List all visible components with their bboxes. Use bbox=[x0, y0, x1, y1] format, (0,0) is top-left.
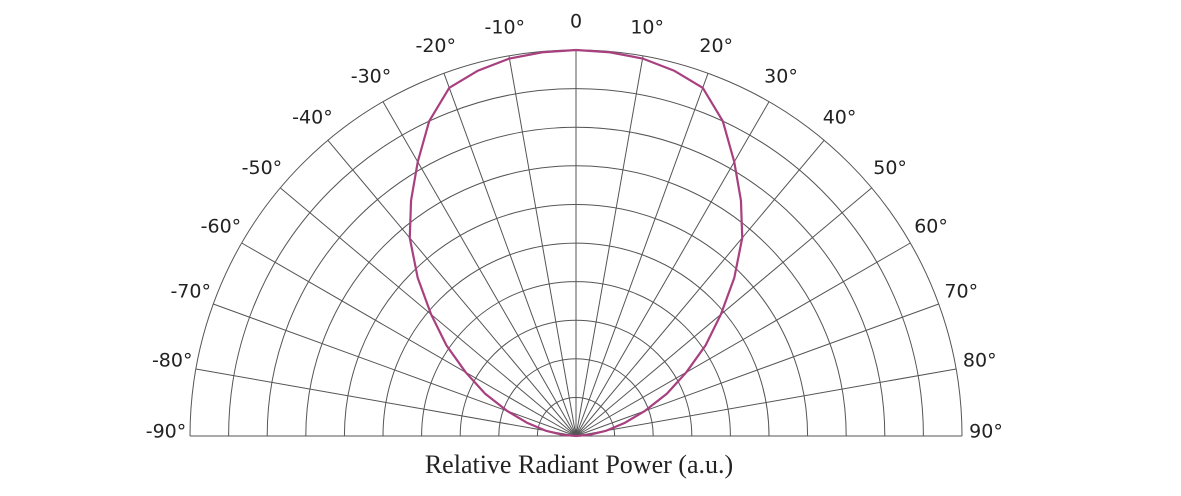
grid-spoke bbox=[575, 139, 825, 437]
angle-tick-label: -70° bbox=[170, 280, 211, 302]
angle-tick-label: -10° bbox=[485, 17, 526, 39]
angle-tick-label: 40° bbox=[823, 106, 857, 128]
angle-tick-label: -90° bbox=[146, 421, 187, 443]
grid-spoke bbox=[382, 101, 577, 437]
grid-spoke bbox=[575, 368, 957, 437]
angle-tick-label: 80° bbox=[963, 349, 997, 371]
grid-spoke bbox=[327, 139, 577, 437]
angle-tick-label: -80° bbox=[152, 349, 193, 371]
angle-tick-label: 10° bbox=[630, 17, 664, 39]
angle-tick-label: 30° bbox=[764, 65, 798, 87]
axis-title: Relative Radiant Power (a.u.) bbox=[425, 450, 733, 479]
grid-spoke bbox=[575, 187, 873, 437]
pattern-line bbox=[408, 48, 744, 438]
grid-spoke bbox=[575, 303, 939, 437]
grid-spoke bbox=[575, 73, 709, 437]
grid-spoke bbox=[195, 368, 577, 437]
grid-spoke bbox=[443, 73, 577, 437]
angle-tick-label: -20° bbox=[415, 35, 456, 57]
grid-spoke bbox=[575, 242, 911, 437]
angle-tick-label: 50° bbox=[873, 157, 907, 179]
angle-tick-label: 90° bbox=[969, 421, 1003, 443]
grid-spoke bbox=[279, 187, 577, 437]
angle-tick-label: -60° bbox=[201, 216, 242, 238]
grid-spoke bbox=[575, 55, 644, 437]
angle-tick-label: 70° bbox=[944, 280, 978, 302]
angle-tick-label: 20° bbox=[699, 35, 733, 57]
angle-tick-label: -40° bbox=[292, 106, 333, 128]
grid-spoke bbox=[213, 303, 577, 437]
angle-tick-label: 0 bbox=[570, 11, 582, 33]
angle-tick-label: 60° bbox=[914, 216, 948, 238]
grid-spoke bbox=[241, 242, 577, 437]
angle-tick-label: -50° bbox=[242, 157, 283, 179]
angle-tick-label: -30° bbox=[351, 65, 392, 87]
grid-spoke bbox=[575, 101, 770, 437]
grid-spoke bbox=[508, 55, 577, 437]
